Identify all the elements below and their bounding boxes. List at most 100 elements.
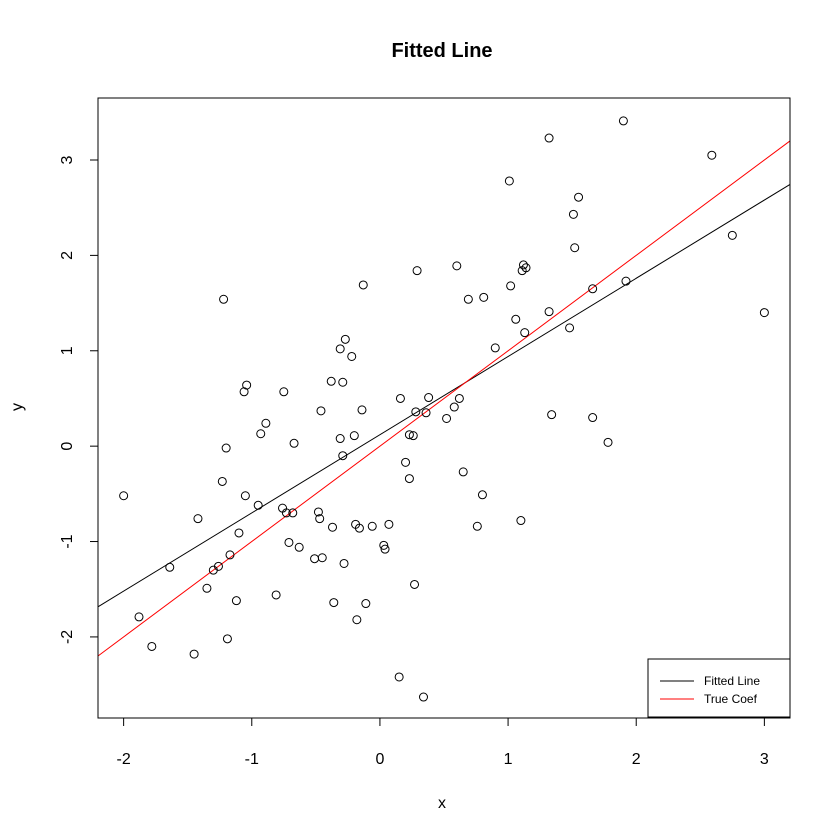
data-point xyxy=(759,308,769,318)
data-point xyxy=(565,323,575,333)
data-point xyxy=(294,542,304,552)
data-point xyxy=(603,437,613,447)
plot-frame xyxy=(97,97,791,719)
data-point xyxy=(421,408,431,418)
data-point xyxy=(335,434,345,444)
data-point xyxy=(404,474,414,484)
data-point xyxy=(288,508,298,518)
data-point xyxy=(544,307,554,317)
data-point xyxy=(193,514,203,524)
data-point xyxy=(518,260,528,270)
data-point xyxy=(411,407,421,417)
data-points xyxy=(119,116,769,702)
data-point xyxy=(326,376,336,386)
x-tick-label: 3 xyxy=(760,751,769,768)
data-point xyxy=(458,467,468,477)
data-point xyxy=(242,380,252,390)
data-point xyxy=(621,276,631,286)
data-point xyxy=(221,443,231,453)
data-point xyxy=(279,387,289,397)
data-point xyxy=(384,519,394,529)
chart-title: Fitted Line xyxy=(391,40,492,62)
data-point xyxy=(477,490,487,500)
y-tick-label: 2 xyxy=(59,251,76,260)
data-point xyxy=(316,406,326,416)
data-point xyxy=(310,554,320,564)
data-point xyxy=(217,476,227,486)
legend: Fitted Line True Coef xyxy=(647,658,791,718)
data-point xyxy=(213,561,223,571)
data-point xyxy=(239,387,249,397)
data-point xyxy=(574,192,584,202)
data-point xyxy=(424,393,434,403)
data-point xyxy=(472,521,482,531)
data-point xyxy=(339,558,349,568)
y-tick-label: -1 xyxy=(59,534,76,548)
y-tick-label: 1 xyxy=(59,346,76,355)
data-point xyxy=(490,343,500,353)
data-point xyxy=(511,314,521,324)
y-tick-label: 0 xyxy=(59,442,76,451)
data-point xyxy=(354,523,364,533)
data-point xyxy=(119,491,129,501)
data-point xyxy=(253,500,263,510)
x-tick-label: 1 xyxy=(504,751,513,768)
data-point xyxy=(479,292,489,302)
regression-lines xyxy=(97,140,791,657)
data-point xyxy=(347,351,357,361)
data-point xyxy=(261,418,271,428)
data-point xyxy=(234,528,244,538)
data-point xyxy=(189,649,199,659)
data-point xyxy=(165,562,175,572)
data-point xyxy=(395,393,405,403)
data-point xyxy=(202,583,212,593)
data-point xyxy=(412,266,422,276)
data-point xyxy=(358,280,368,290)
data-point xyxy=(454,393,464,403)
data-point xyxy=(570,243,580,253)
data-point xyxy=(410,579,420,589)
legend-true-label: True Coef xyxy=(704,692,758,706)
data-point xyxy=(340,334,350,344)
data-point xyxy=(271,590,281,600)
data-point xyxy=(588,413,598,423)
data-point xyxy=(520,328,530,338)
data-point xyxy=(329,598,339,608)
x-axis-label: x xyxy=(438,795,446,812)
data-point xyxy=(147,641,157,651)
data-point xyxy=(240,491,250,501)
data-point xyxy=(442,413,452,423)
data-point xyxy=(338,377,348,387)
legend-box xyxy=(647,658,791,718)
data-point xyxy=(357,405,367,415)
data-point xyxy=(408,431,418,441)
data-point xyxy=(452,261,462,271)
data-point xyxy=(588,284,598,294)
data-point xyxy=(134,612,144,622)
y-axis: -2 -1 0 1 2 3 xyxy=(59,155,99,644)
data-point xyxy=(506,281,516,291)
data-point xyxy=(544,133,554,143)
x-tick-label: 0 xyxy=(375,751,384,768)
legend-fitted-label: Fitted Line xyxy=(704,674,760,688)
data-point xyxy=(380,544,390,554)
data-point xyxy=(568,209,578,219)
x-axis: -2 -1 0 1 2 3 xyxy=(117,717,769,768)
data-point xyxy=(463,294,473,304)
data-point xyxy=(317,553,327,563)
data-point xyxy=(521,263,531,273)
data-point xyxy=(367,521,377,531)
data-point xyxy=(328,522,338,532)
data-point xyxy=(313,507,323,517)
data-point xyxy=(547,410,557,420)
data-point xyxy=(504,176,514,186)
data-point xyxy=(284,537,294,547)
data-point xyxy=(335,344,345,354)
data-point xyxy=(727,230,737,240)
data-point xyxy=(281,508,291,518)
fitted-line xyxy=(97,183,791,608)
data-point xyxy=(401,457,411,467)
data-point xyxy=(404,430,414,440)
data-point xyxy=(349,431,359,441)
